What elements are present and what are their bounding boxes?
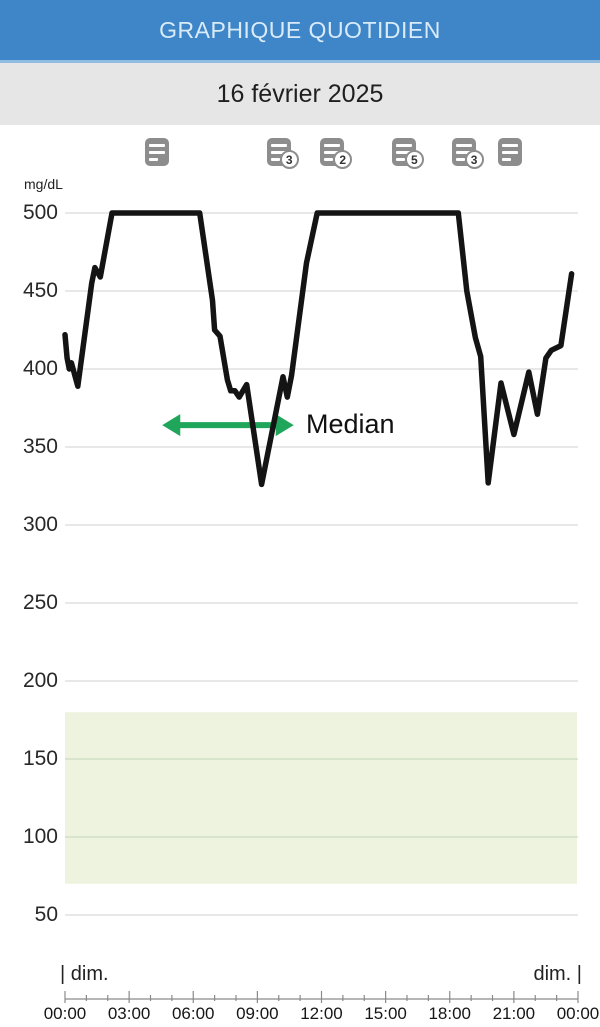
note-line [395, 144, 412, 147]
note-line [501, 144, 518, 147]
x-axis-label-06:00: 06:00 [171, 1004, 215, 1023]
y-axis-label-150: 150 [22, 747, 58, 770]
x-axis-label-21:00: 21:00 [492, 1004, 536, 1023]
note-line [501, 158, 511, 161]
note-line [501, 151, 518, 154]
event-note-icon[interactable]: 3 [451, 138, 484, 169]
event-note-icon[interactable]: 5 [391, 138, 424, 169]
note-line [270, 151, 287, 154]
y-axis-unit-label: mg/dL [24, 176, 63, 192]
note-line [148, 144, 165, 147]
event-note-icon[interactable]: 2 [320, 138, 353, 169]
glucose-line [62, 210, 575, 488]
event-note-icon[interactable] [497, 138, 522, 166]
day-label-left: | dim. [60, 963, 109, 985]
event-count-badge: 3 [279, 150, 299, 169]
event-count-badge: 3 [464, 150, 484, 169]
day-label-right: dim. | [533, 963, 582, 985]
note-line [324, 158, 334, 161]
y-axis-label-400: 400 [22, 357, 58, 380]
event-note-icon[interactable] [144, 138, 169, 166]
note-line [148, 151, 165, 154]
event-count-badge: 2 [333, 150, 353, 169]
median-arrow-left-head [162, 414, 181, 437]
y-axis-label-50: 50 [34, 903, 58, 926]
y-axis-label-100: 100 [22, 825, 58, 848]
x-axis-label-09:00: 09:00 [236, 1004, 279, 1023]
event-count-badge: 5 [404, 150, 424, 169]
x-axis-label-00:00: 00:00 [556, 1004, 600, 1023]
date-bar[interactable]: 16 février 2025 [0, 63, 600, 125]
y-axis-label-350: 350 [22, 435, 58, 458]
note-line [455, 158, 465, 161]
median-annotation-label: Median [306, 409, 395, 439]
x-axis-label-18:00: 18:00 [428, 1004, 472, 1023]
note-line [455, 151, 472, 154]
x-axis-label-00:00: 00:00 [43, 1004, 87, 1023]
note-line [395, 151, 412, 154]
x-axis-label-15:00: 15:00 [364, 1004, 407, 1023]
note-line [324, 144, 341, 147]
note-line [455, 144, 472, 147]
event-note-icon[interactable]: 3 [266, 138, 299, 169]
y-axis-label-250: 250 [22, 591, 58, 614]
date-label: 16 février 2025 [216, 79, 384, 108]
page-title: GRAPHIQUE QUOTIDIEN [159, 16, 441, 43]
note-line [324, 151, 341, 154]
note-line [270, 144, 287, 147]
y-axis-label-500: 500 [22, 201, 58, 224]
y-axis-label-200: 200 [22, 669, 58, 692]
y-axis-label-450: 450 [22, 279, 58, 302]
x-axis-label-12:00: 12:00 [300, 1004, 343, 1023]
target-range-band [65, 712, 577, 884]
note-line [395, 158, 405, 161]
median-arrow-right-head [275, 414, 294, 437]
app-header: GRAPHIQUE QUOTIDIEN [0, 0, 600, 63]
note-line [270, 158, 280, 161]
x-axis-label-03:00: 03:00 [107, 1004, 151, 1023]
note-line [148, 158, 158, 161]
y-axis-label-300: 300 [22, 513, 58, 536]
